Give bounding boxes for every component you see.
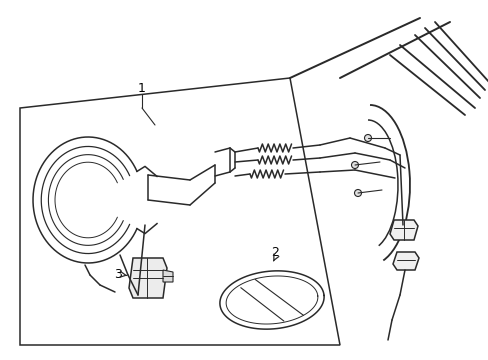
Polygon shape [163,270,173,282]
Text: 1: 1 [138,81,145,95]
Circle shape [364,135,371,141]
Polygon shape [392,252,418,270]
Text: 2: 2 [270,246,278,258]
Text: 3: 3 [114,269,122,282]
Circle shape [351,162,358,168]
Polygon shape [129,258,167,298]
Polygon shape [389,220,417,240]
Circle shape [354,189,361,197]
